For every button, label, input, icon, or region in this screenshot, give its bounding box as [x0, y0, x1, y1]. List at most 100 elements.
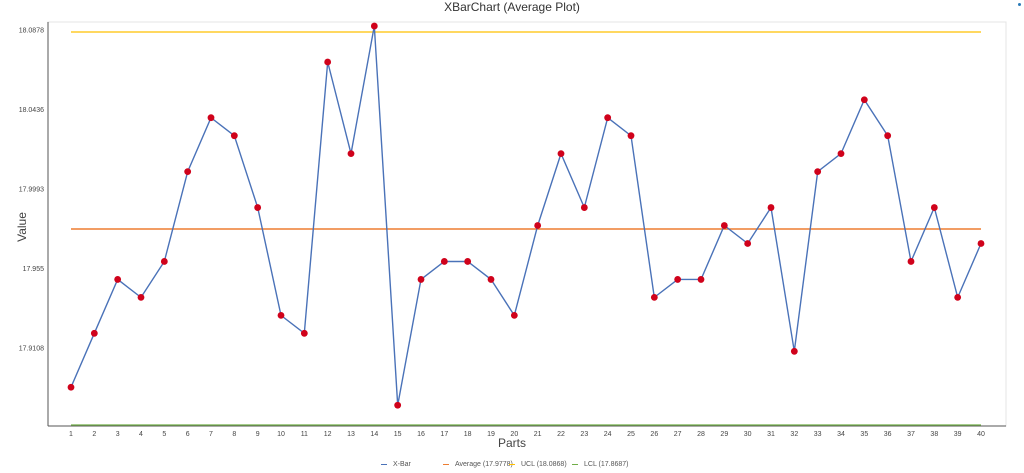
data-point-marker: [114, 276, 122, 283]
x-tick-label: 33: [814, 431, 822, 438]
data-point-marker: [277, 311, 285, 319]
data-point-marker: [627, 132, 635, 140]
x-tick-label: 13: [347, 431, 355, 438]
y-tick-label: 17.9108: [19, 346, 44, 353]
legend-item-lcl[interactable]: LCL (17.8687): [572, 461, 629, 468]
x-tick-label: 30: [744, 431, 752, 438]
data-point-marker: [324, 58, 332, 66]
data-point-marker: [207, 114, 215, 122]
data-point-marker: [907, 258, 915, 265]
legend-swatch-icon: [381, 464, 387, 465]
legend-item-xbar[interactable]: X-Bar: [381, 461, 411, 468]
legend-item-average[interactable]: Average (17.9778): [443, 461, 513, 468]
data-point-marker: [674, 276, 682, 283]
data-point-marker: [790, 347, 798, 355]
x-axis-label: Parts: [497, 436, 526, 450]
x-tick-label: 39: [954, 431, 962, 438]
x-tick-label: 9: [256, 431, 260, 438]
data-point-marker: [720, 222, 728, 229]
legend-swatch-icon: [572, 464, 578, 465]
xbar-markers: [67, 22, 985, 409]
legend-swatch-icon: [443, 464, 449, 465]
x-tick-label: 23: [580, 431, 588, 438]
xbar-series: [70, 25, 982, 406]
x-tick-label: 28: [697, 431, 705, 438]
x-tick-label: 38: [930, 431, 938, 438]
x-tick-label: 10: [277, 431, 285, 438]
x-tick-label: 18: [464, 431, 472, 438]
data-point-marker: [510, 311, 518, 319]
data-point-marker: [394, 401, 402, 409]
legend-label: X-Bar: [393, 461, 411, 468]
x-tick-label: 12: [324, 431, 332, 438]
x-tick-label: 40: [977, 431, 985, 438]
x-tick-label: 19: [487, 431, 495, 438]
x-tick-label: 5: [162, 431, 166, 438]
x-tick-label: 26: [650, 431, 658, 438]
legend-label: LCL (17.8687): [584, 461, 629, 468]
data-point-marker: [954, 293, 962, 301]
x-tick-label: 2: [92, 431, 96, 438]
x-tick-label: 32: [790, 431, 798, 438]
x-tick-label: 4: [139, 431, 143, 438]
x-tick-label: 17: [440, 431, 448, 438]
x-tick-label: 11: [301, 431, 308, 438]
data-point-marker: [487, 276, 495, 283]
x-tick-label: 8: [232, 431, 236, 438]
data-point-marker: [744, 240, 752, 247]
data-point-marker: [254, 204, 262, 211]
data-point-marker: [650, 293, 658, 301]
data-point-marker: [534, 222, 542, 229]
data-point-marker: [464, 258, 472, 265]
x-tick-label: 34: [837, 431, 845, 438]
y-axis-label: Value: [15, 212, 29, 242]
y-tick-label: 18.0436: [19, 107, 44, 114]
chart-title: XBarChart (Average Plot): [444, 0, 580, 14]
data-point-marker: [557, 150, 565, 158]
data-point-marker: [580, 204, 588, 211]
data-point-marker: [137, 293, 145, 301]
data-point-marker: [697, 276, 705, 283]
y-tick-label: 17.955: [23, 266, 45, 273]
x-tick-label: 37: [907, 431, 915, 438]
data-point-marker: [767, 204, 775, 211]
legend-item-ucl[interactable]: UCL (18.0868): [509, 461, 567, 468]
data-point-marker: [417, 276, 425, 283]
legend-label: UCL (18.0868): [521, 461, 567, 468]
data-point-marker: [930, 204, 938, 211]
data-point-marker: [230, 132, 238, 140]
data-point-marker: [347, 150, 355, 158]
x-tick-label: 16: [417, 431, 425, 438]
x-tick-label: 14: [370, 431, 378, 438]
data-point-marker: [184, 168, 192, 176]
data-point-marker: [370, 22, 378, 30]
x-tick-label: 15: [394, 431, 402, 438]
plot-border: [47, 21, 1007, 427]
data-point-marker: [90, 329, 98, 337]
x-tick-label: 21: [534, 431, 542, 438]
x-tick-label: 29: [720, 431, 728, 438]
legend-label: Average (17.9778): [455, 461, 513, 468]
status-dot-icon: [1018, 3, 1021, 6]
x-tick-label: 20: [510, 431, 518, 438]
x-tick-label: 22: [557, 431, 565, 438]
xbar-line: [70, 25, 982, 406]
data-point-marker: [604, 114, 612, 122]
data-point-marker: [884, 132, 892, 140]
y-tick-label: 18.0878: [19, 28, 44, 35]
axes: [47, 22, 1006, 427]
x-tick-label: 6: [186, 431, 190, 438]
chart-legend: X-Bar Average (17.9778) UCL (18.0868) LC…: [0, 461, 1024, 473]
x-tick-label: 31: [767, 431, 775, 438]
legend-swatch-icon: [509, 464, 515, 465]
data-point-marker: [977, 240, 985, 247]
control-limit-lines: [71, 31, 981, 426]
x-tick-label: 35: [860, 431, 868, 438]
x-tick-label: 25: [627, 431, 635, 438]
data-point-marker: [67, 383, 75, 391]
data-point-marker: [440, 258, 448, 265]
x-tick-label: 3: [116, 431, 120, 438]
x-tick-label: 36: [884, 431, 892, 438]
y-tick-label: 17.9993: [19, 187, 44, 194]
